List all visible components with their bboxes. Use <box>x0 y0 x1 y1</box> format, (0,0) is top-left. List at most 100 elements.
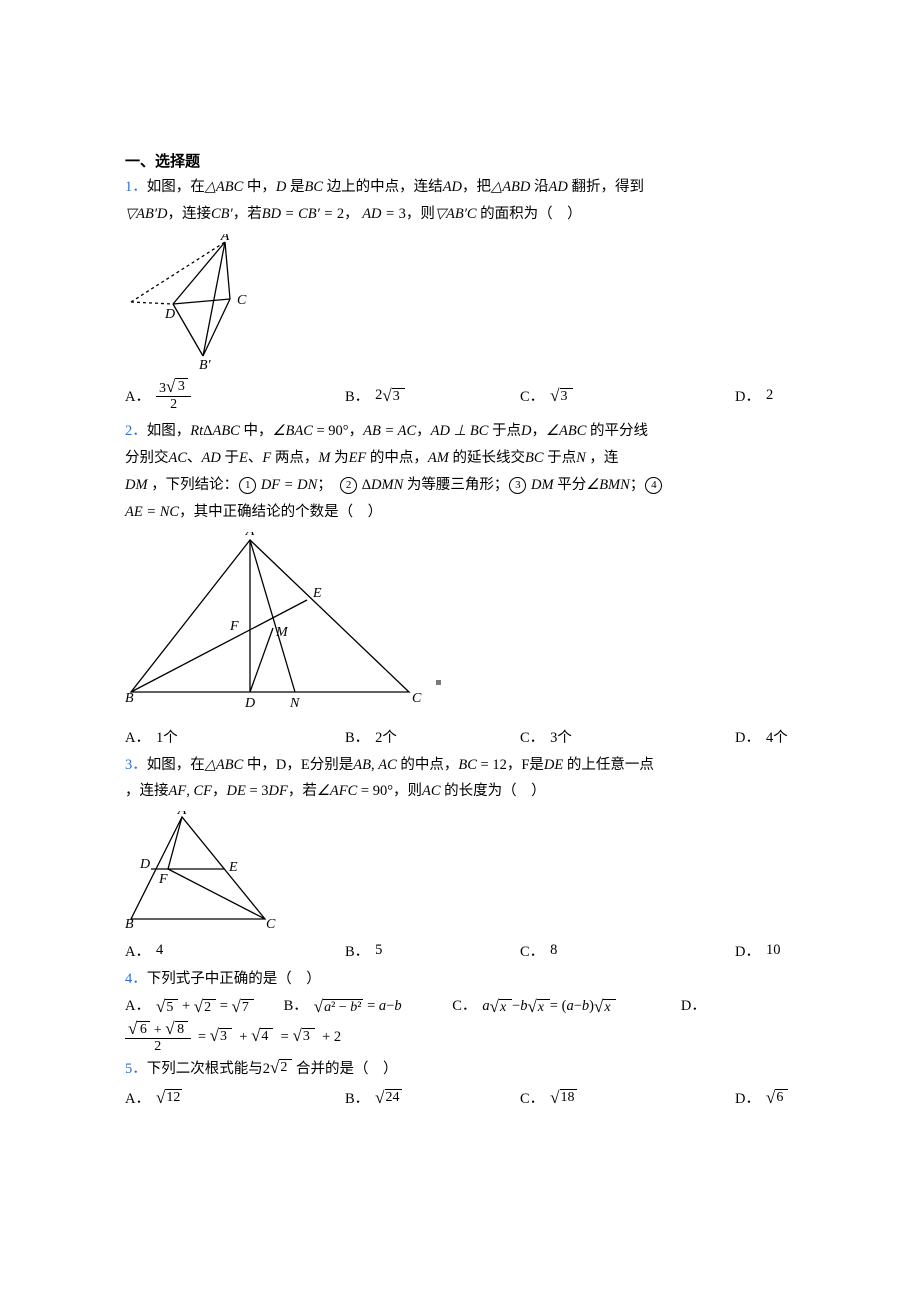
q2-bac: ∠BAC <box>272 423 312 439</box>
q2-Rt: Rt <box>190 423 203 439</box>
q2-BCl: BC <box>525 450 544 466</box>
q1-optA-frac: 3√3 2 <box>156 378 191 414</box>
q5A: 12 <box>165 1089 182 1105</box>
q2-abac: AB = AC <box>363 423 416 439</box>
q4-text: 4．下列式子中正确的是（ ） <box>125 966 795 993</box>
q2-t6: ， <box>531 423 546 439</box>
q1-AD2: AD <box>549 179 568 195</box>
q2B: 2个 <box>375 726 397 747</box>
q1-AD: AD <box>443 179 462 195</box>
q2-optA: A．1个 <box>125 726 345 747</box>
q1-t1: 如图，在 <box>147 179 205 195</box>
q2-t8: 分别交 <box>125 450 169 466</box>
q1-t3: 是 <box>290 179 305 195</box>
svg-text:C: C <box>237 293 247 308</box>
q1-t9: ，若 <box>233 206 262 222</box>
svg-text:E: E <box>228 860 238 875</box>
svg-text:B′: B′ <box>199 358 212 369</box>
q1-t4: 边上的中点，连结 <box>327 179 443 195</box>
q3-t10: 的长度为（ ） <box>444 783 546 799</box>
q4A2: 2 <box>203 999 216 1015</box>
svg-text:F: F <box>158 872 168 887</box>
q1-options: A． 3√3 2 B． 2√3 C． √3 D． 2 <box>125 378 795 414</box>
svg-text:M: M <box>275 625 289 640</box>
q2-t17: ； <box>317 477 339 493</box>
q2-t4: ， <box>416 423 431 439</box>
q2-t3: ， <box>349 423 364 439</box>
q3-de3df: DE <box>227 783 246 799</box>
q2-optB: B．2个 <box>345 726 520 747</box>
q3-optD: D．10 <box>735 940 780 961</box>
q3-optC: C．8 <box>520 940 735 961</box>
q4D-n2: 8 <box>175 1021 188 1037</box>
q1-eq1: BD = CB′ = <box>262 206 337 222</box>
q1B-arg: 3 <box>392 388 405 404</box>
q1-text: 1．如图，在△ABC 中，D 是BC 边上的中点，连结AD，把△ABD 沿AD … <box>125 174 795 228</box>
q2-angabc: ∠ABC <box>546 423 586 439</box>
q1-t11: ，则 <box>406 206 435 222</box>
q3-t7: ， <box>212 783 227 799</box>
q4-number: 4． <box>125 971 147 987</box>
q1-CBp: CB′ <box>211 206 233 222</box>
q1-optD: D． 2 <box>735 385 773 406</box>
q2-options: A．1个 B．2个 C．3个 D．4个 <box>125 726 795 747</box>
q3-t9: ，则 <box>393 783 422 799</box>
q1-t5: ，把 <box>462 179 491 195</box>
q3-afc: ∠AFC <box>317 783 357 799</box>
q3C: 8 <box>550 942 557 959</box>
q5-options: A．√12 B．√24 C．√18 D．√6 <box>125 1087 795 1108</box>
q4-optD-label: D． <box>681 993 712 1020</box>
q3D: 10 <box>766 942 781 959</box>
q5-t2: 合并的是（ ） <box>296 1061 398 1077</box>
q2-DM: DM <box>125 477 148 493</box>
q3-DE: DE <box>544 757 563 773</box>
q2-t16: ，下列结论： <box>151 477 238 493</box>
q3-optB: B．5 <box>345 940 520 961</box>
q2-t19: 平分 <box>557 477 586 493</box>
q2-dfdn: DF = DN <box>261 477 318 493</box>
q1-number: 1． <box>125 179 147 195</box>
q1A-den: 2 <box>156 397 191 413</box>
q3-number: 3． <box>125 757 147 773</box>
q2-figure: A B C D N F M E <box>125 532 795 722</box>
q2-acad: AC <box>169 450 188 466</box>
q3A: 4 <box>156 942 163 959</box>
q5-number: 5． <box>125 1061 147 1077</box>
q1-t12: 的面积为（ ） <box>480 206 582 222</box>
q2-t10: 两点， <box>275 450 319 466</box>
q1-t8: ，连接 <box>168 206 212 222</box>
svg-text:D: D <box>164 307 175 322</box>
optC-label: C． <box>520 385 544 406</box>
q2-bmn: ∠BMN <box>586 477 630 493</box>
q1D-val: 2 <box>766 387 773 404</box>
q3-t8: ，若 <box>288 783 317 799</box>
q5B: 24 <box>385 1089 402 1105</box>
q3-t6: ，连接 <box>125 783 169 799</box>
q5-optB: B．√24 <box>345 1087 520 1108</box>
q2-t11: 为 <box>334 450 349 466</box>
q3-options: A．4 B．5 C．8 D．10 <box>125 940 795 961</box>
q2-t2: 中， <box>243 423 272 439</box>
q2-text: 2．如图，RtΔABC 中，∠BAC = 90°，AB = AC，AD ⊥ BC… <box>125 418 795 525</box>
q2-t18: 为等腰三角形； <box>407 477 509 493</box>
c3: 3 <box>509 477 526 494</box>
q1-t6: 沿 <box>534 179 549 195</box>
c2: 2 <box>340 477 357 494</box>
q2-Dpt: D <box>521 423 531 439</box>
q4-options-line1: A． √5 + √2 = √7 B． √a² − b² = a − b C． a… <box>125 993 795 1020</box>
q4D-r3: 3 <box>302 1028 315 1044</box>
q5-text: 5．下列二次根式能与2√2 合并的是（ ） <box>125 1056 795 1083</box>
optB-label: B． <box>345 385 369 406</box>
q3B: 5 <box>375 942 382 959</box>
q4D-n1: 6 <box>137 1021 150 1037</box>
svg-text:D: D <box>244 696 255 711</box>
q2-optC: C．3个 <box>520 726 735 747</box>
svg-text:B: B <box>125 691 134 706</box>
q1-D: D <box>276 179 286 195</box>
c4: 4 <box>645 477 662 494</box>
q1-optA: A． 3√3 2 <box>125 378 345 414</box>
section-heading: 一、选择题 <box>125 150 795 171</box>
q4D-den: 2 <box>125 1039 191 1055</box>
q1C-arg: 3 <box>560 388 573 404</box>
q3-t2: 中，D，E分别是 <box>247 757 353 773</box>
